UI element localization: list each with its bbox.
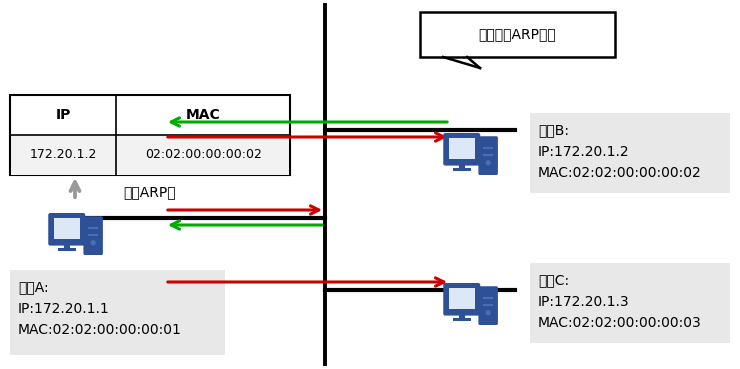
Bar [483, 147, 493, 149]
Text: 02:02:00:00:00:02: 02:02:00:00:00:02 [145, 148, 262, 162]
Bar [53, 218, 80, 239]
Bar [11, 135, 289, 175]
FancyBboxPatch shape [48, 213, 85, 246]
FancyBboxPatch shape [443, 133, 480, 166]
Text: 单播发送ARP响应: 单播发送ARP响应 [479, 28, 556, 41]
FancyBboxPatch shape [478, 136, 498, 175]
Text: 主机A:
IP:172.20.1.1
MAC:02:02:00:00:00:01: 主机A: IP:172.20.1.1 MAC:02:02:00:00:00:01 [18, 280, 182, 337]
Bar [530, 263, 730, 343]
Circle shape [486, 311, 490, 315]
Text: 更新ARP表: 更新ARP表 [124, 185, 176, 199]
Bar [453, 318, 471, 321]
Bar [448, 138, 475, 159]
Polygon shape [443, 57, 480, 68]
Text: 主机B:
IP:172.20.1.2
MAC:02:02:00:00:00:02: 主机B: IP:172.20.1.2 MAC:02:02:00:00:00:02 [538, 123, 702, 180]
Bar [448, 288, 475, 309]
FancyBboxPatch shape [478, 286, 498, 325]
Circle shape [486, 161, 490, 165]
Bar [483, 297, 493, 299]
Bar [530, 113, 730, 193]
FancyBboxPatch shape [443, 283, 480, 315]
Bar [88, 227, 98, 229]
Text: IP: IP [56, 108, 71, 122]
Bar [453, 168, 471, 171]
Circle shape [91, 241, 95, 245]
Bar [420, 12, 615, 57]
Bar [88, 234, 98, 236]
Text: 172.20.1.2: 172.20.1.2 [30, 148, 97, 162]
Bar [483, 304, 493, 306]
Bar [58, 248, 75, 251]
Text: 主机C:
IP:172.20.1.3
MAC:02:02:00:00:00:03: 主机C: IP:172.20.1.3 MAC:02:02:00:00:00:03 [538, 273, 702, 330]
Text: MAC: MAC [186, 108, 221, 122]
Bar [483, 154, 493, 156]
Bar [10, 95, 290, 175]
Bar [10, 270, 225, 355]
FancyBboxPatch shape [84, 216, 103, 255]
